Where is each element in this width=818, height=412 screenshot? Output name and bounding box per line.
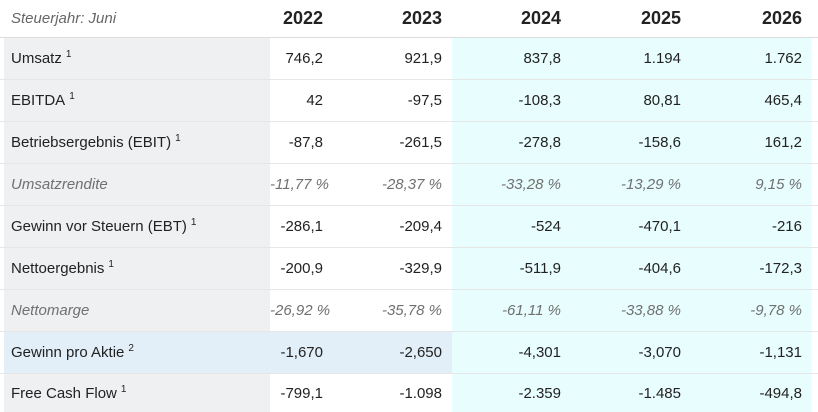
value-2022: -286,1: [270, 206, 333, 247]
row-label-text: Nettomarge: [11, 302, 90, 319]
value-2022: -799,1: [270, 374, 333, 412]
value-2022: 746,2: [270, 38, 333, 79]
value-2023: -97,5: [407, 92, 442, 109]
table-header-row: Steuerjahr: Juni 2022 2023 2024 2025 202…: [0, 0, 818, 38]
row-label: Umsatzrendite: [4, 164, 270, 205]
row-label-text: Nettoergebnis: [11, 260, 105, 277]
value-text: -1,670: [280, 344, 323, 361]
value-2025: -470,1: [571, 206, 691, 247]
value-2026: -9,78 %: [691, 290, 812, 331]
value-2026: 1.762: [691, 38, 812, 79]
value-2023: -329,9: [399, 260, 442, 277]
row-label-text: EBITDA: [11, 92, 66, 109]
value-2023: -28,37 %: [381, 176, 442, 193]
value-2024: -2.359: [452, 374, 571, 412]
value-text: 42: [306, 92, 323, 109]
year-header-2024: 2024: [520, 8, 561, 28]
value-2022: -200,9: [270, 248, 333, 289]
row-label-text: Betriebsergebnis (EBIT): [11, 134, 172, 151]
table-row-ebit: Betriebsergebnis (EBIT) 1 -87,8 -261,5 -2…: [0, 122, 818, 164]
value-2026: -216: [691, 206, 812, 247]
table-row-gewinn-pro-aktie: Gewinn pro Aktie 2 -1,670 -2,650 -4,301 -…: [0, 332, 818, 374]
value-2025: 1.194: [571, 38, 691, 79]
table-row-nettoergebnis: Nettoergebnis 1 -200,9 -329,9 -511,9 -404…: [0, 248, 818, 290]
year-header-2023: 2023: [401, 8, 442, 28]
footnote-marker: 1: [175, 133, 181, 144]
year-header-2022: 2022: [282, 8, 323, 28]
footnote-marker: 1: [190, 217, 197, 228]
row-label: EBITDA 1: [4, 80, 270, 121]
value-2024: -278,8: [452, 122, 571, 163]
value-2022: -87,8: [270, 122, 333, 163]
value-2022: -26,92 %: [270, 290, 333, 331]
value-text: -200,9: [280, 260, 323, 277]
value-2024: 837,8: [452, 38, 571, 79]
value-2022: -1,670: [270, 332, 333, 373]
value-text: 746,2: [285, 50, 323, 67]
footnote-marker: 1: [69, 91, 75, 102]
footnote-marker: 1: [120, 383, 127, 395]
value-text: -11,77 %: [270, 176, 329, 193]
value-2022: -11,77 %: [270, 164, 333, 205]
footnote-marker: 1: [108, 259, 114, 270]
value-2026: 465,4: [691, 80, 812, 121]
value-text: -286,1: [280, 218, 323, 235]
value-2024: -61,11 %: [452, 290, 571, 331]
value-2026: -1,131: [691, 332, 812, 373]
value-2023: -35,78 %: [381, 302, 442, 319]
value-2023: -209,4: [399, 218, 442, 235]
value-2025: -33,88 %: [571, 290, 691, 331]
value-text: -799,1: [280, 384, 323, 402]
row-label-text: Free Cash Flow: [11, 384, 117, 402]
table-row-nettomarge: Nettomarge -26,92 % -35,78 % -61,11 % -3…: [0, 290, 818, 332]
value-2023: 921,9: [404, 50, 442, 67]
value-2023: -261,5: [399, 134, 442, 151]
value-2025: -158,6: [571, 122, 691, 163]
row-label-text: Umsatz: [11, 50, 62, 67]
row-label-text: Gewinn pro Aktie: [11, 344, 125, 361]
value-2026: 161,2: [691, 122, 812, 163]
footnote-marker: 1: [65, 49, 72, 60]
value-2025: -13,29 %: [571, 164, 691, 205]
row-label-text: Umsatzrendite: [11, 176, 108, 193]
value-2024: -33,28 %: [452, 164, 571, 205]
table-row-ebt: Gewinn vor Steuern (EBT) 1 -286,1 -209,4 …: [0, 206, 818, 248]
value-2026: -494,8: [691, 374, 812, 412]
value-2026: -172,3: [691, 248, 812, 289]
value-2023: -1.098: [399, 384, 442, 402]
value-2026: 9,15 %: [691, 164, 812, 205]
value-2024: -511,9: [452, 248, 571, 289]
table-row-ebitda: EBITDA 1 42 -97,5 -108,3 80,81 465,4: [0, 80, 818, 122]
row-label: Gewinn vor Steuern (EBT) 1: [4, 206, 270, 247]
value-2025: -404,6: [571, 248, 691, 289]
row-label: Gewinn pro Aktie 2: [4, 332, 270, 373]
row-label: Nettoergebnis 1: [4, 248, 270, 289]
row-label: Free Cash Flow 1: [4, 374, 270, 412]
value-2024: -524: [452, 206, 571, 247]
value-2025: -1.485: [571, 374, 691, 412]
year-header-2025: 2025: [640, 8, 681, 28]
value-text: -87,8: [288, 134, 323, 151]
value-2025: 80,81: [571, 80, 691, 121]
footnote-marker: 2: [128, 343, 134, 354]
value-text: -26,92 %: [270, 302, 331, 319]
row-label: Nettomarge: [4, 290, 270, 331]
value-2023: -2,650: [333, 332, 452, 373]
value-2024: -108,3: [452, 80, 571, 121]
value-2024: -4,301: [452, 332, 571, 373]
table-row-umsatz: Umsatz 1 746,2 921,9 837,8 1.194 1.762: [0, 38, 818, 80]
row-label-text: Gewinn vor Steuern (EBT): [11, 218, 187, 235]
row-label: Umsatz 1: [4, 38, 270, 79]
table-row-umsatzrendite: Umsatzrendite -11,77 % -28,37 % -33,28 %…: [0, 164, 818, 206]
row-label: Betriebsergebnis (EBIT) 1: [4, 122, 270, 163]
table-row-free-cash-flow: Free Cash Flow 1 -799,1 -1.098 -2.359 -1.…: [0, 374, 818, 412]
year-header-2026: 2026: [761, 8, 802, 28]
value-2022: 42: [270, 80, 333, 121]
fiscal-year-label: Steuerjahr: Juni: [11, 10, 117, 27]
value-2025: -3,070: [571, 332, 691, 373]
